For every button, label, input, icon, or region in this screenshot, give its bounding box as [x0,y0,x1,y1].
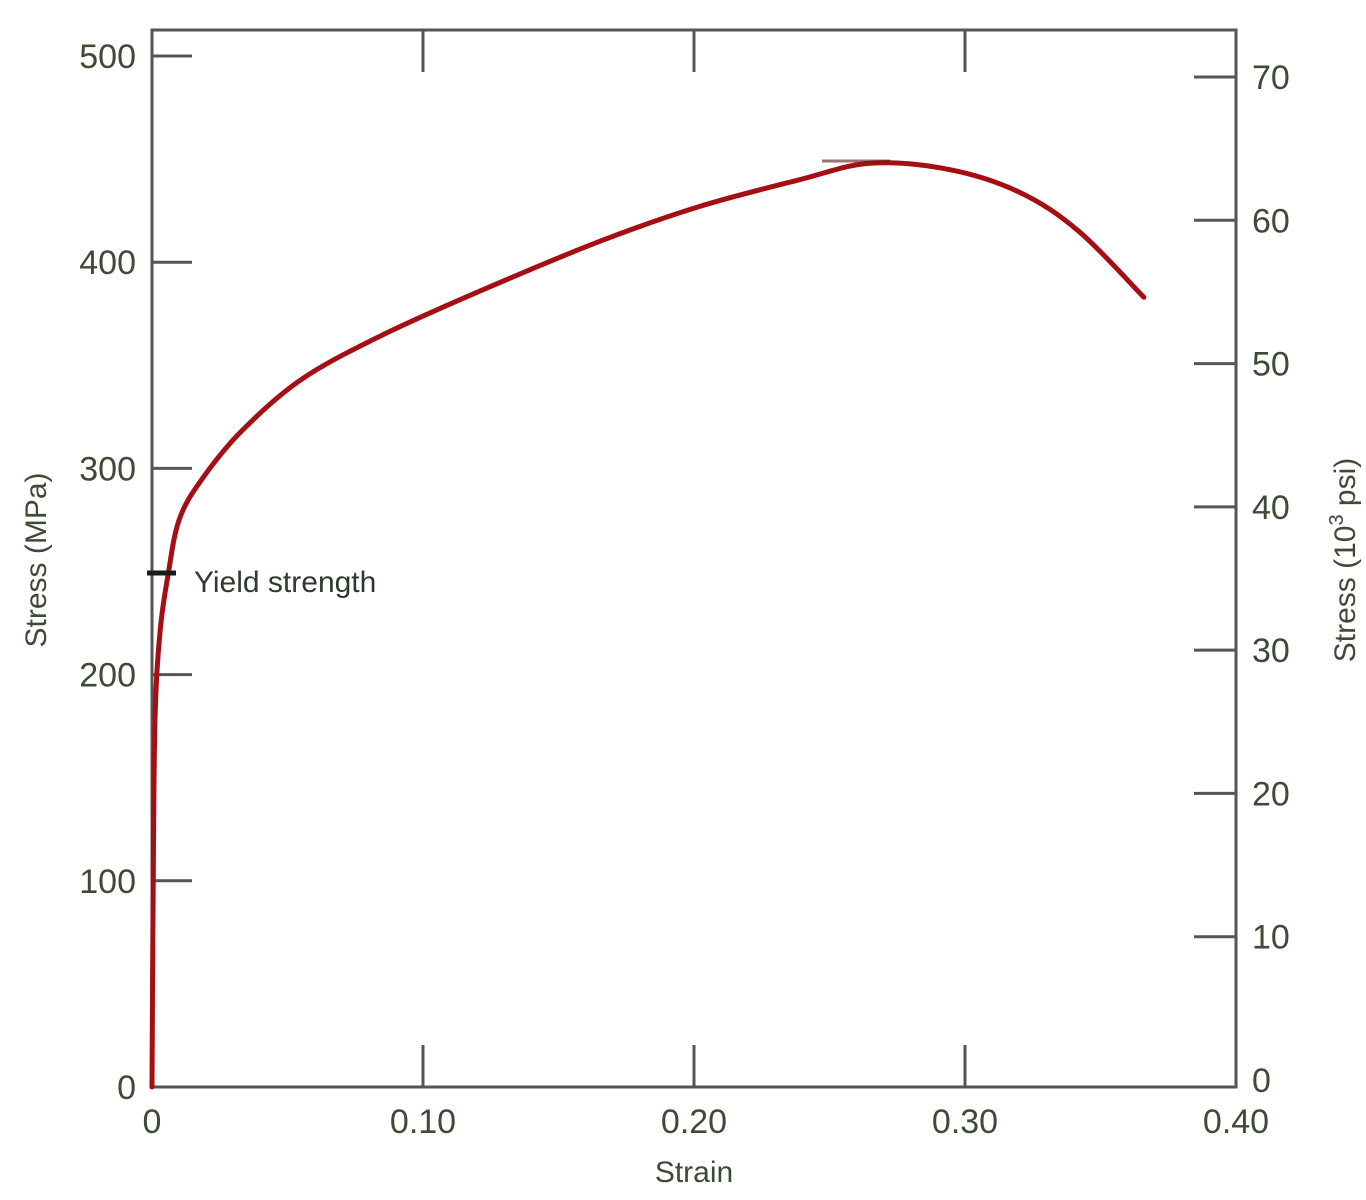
x-tick-label: 0 [143,1103,162,1141]
x-tick-label: 0.20 [661,1103,727,1141]
tick-labels: 0 0.10 0.20 0.30 0.4001002003004005000102030… [79,38,1290,1141]
y-tick-label-left: 0 [117,1069,136,1107]
x-axis-title: Strain [655,1156,733,1189]
axis-ticks [152,30,1236,1087]
y-tick-label-left: 300 [79,450,136,488]
yield-strength-label: Yield strength [194,566,376,599]
y-tick-label-left: 100 [79,863,136,901]
x-tick-label: 0.10 [390,1103,456,1141]
x-tick-label: 0.30 [932,1103,998,1141]
y-tick-label-right: 70 [1252,59,1290,97]
y-tick-label-right: 30 [1252,632,1290,670]
y-tick-label-left: 200 [79,657,136,695]
x-tick-label: 0.40 [1203,1103,1269,1141]
stress-strain-curve [149,160,1147,1090]
y-tick-label-right: 60 [1252,202,1290,240]
y-tick-label-right: 40 [1252,489,1290,527]
y-tick-label-right: 10 [1252,919,1290,957]
y-tick-label-left: 400 [79,244,136,282]
y-axis-title-right: Stress (103 psi) [1326,458,1362,663]
plot-frame [150,28,1238,1089]
y-tick-label-right: 50 [1252,346,1290,384]
y-axis-title-left: Stress (MPa) [20,472,53,647]
y-tick-label-right: 0 [1252,1062,1271,1100]
y-tick-label-right: 20 [1252,775,1290,813]
y-tick-label-left: 500 [79,38,136,76]
